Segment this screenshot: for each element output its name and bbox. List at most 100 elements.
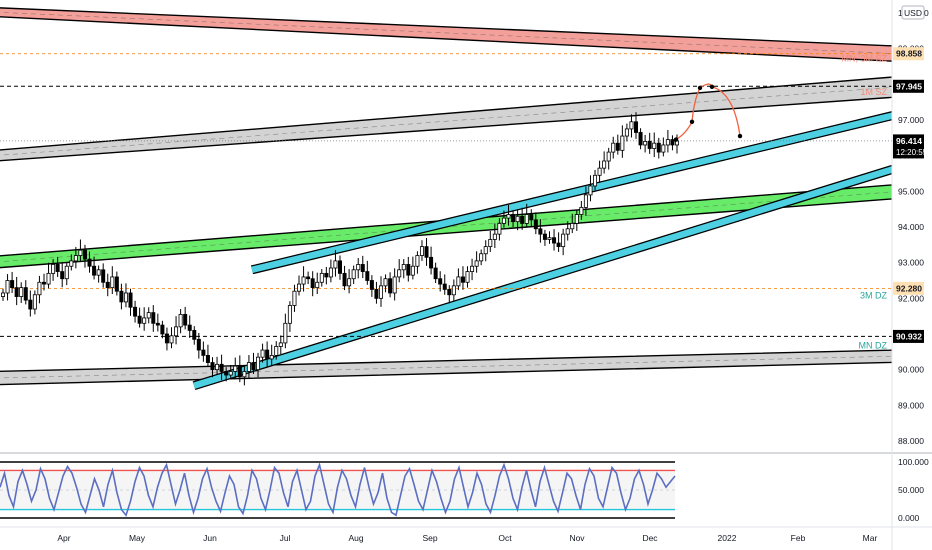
candle-body — [178, 313, 183, 328]
candle-body — [533, 219, 538, 230]
candle-body — [538, 228, 543, 235]
candle-body — [46, 272, 51, 285]
candle-body — [237, 365, 242, 378]
candle-body — [205, 354, 210, 363]
candle-body — [174, 326, 179, 337]
zone-label: MN, 3M SZ — [841, 54, 887, 64]
upper-cyan-trendline — [251, 112, 892, 273]
candle-body — [183, 313, 188, 326]
candle-body — [87, 258, 92, 267]
level-pill-value: 96.414 — [896, 136, 922, 146]
candle-body — [397, 269, 402, 278]
projection-point — [689, 119, 695, 124]
candle-body — [256, 356, 261, 371]
candle-body — [342, 272, 347, 287]
candle-body — [187, 324, 192, 331]
candle-body — [192, 330, 197, 340]
candle-body — [324, 272, 329, 278]
red-supply-zone-midline — [0, 12, 892, 54]
candle-body — [456, 276, 461, 287]
candle-body — [133, 306, 138, 317]
level-pill-value: 92.280 — [896, 283, 922, 293]
candle-body — [606, 151, 611, 162]
candle-body — [479, 253, 484, 262]
candle-body — [287, 305, 292, 324]
price-tick-label: 95.000 — [898, 186, 924, 196]
candle-body — [615, 142, 620, 151]
candle-body — [110, 276, 115, 289]
candle-body — [360, 264, 365, 272]
level-pill — [893, 79, 924, 93]
price-axis[interactable]: 100.00099.00098.00097.00096.00095.00094.… — [898, 8, 929, 446]
candle-body — [488, 239, 493, 248]
candle-body — [465, 271, 470, 283]
candle-body — [442, 283, 447, 290]
candle-body — [328, 267, 333, 278]
candle-body — [105, 281, 110, 289]
candle-body — [392, 276, 397, 294]
candle-body — [219, 363, 224, 372]
candle-body — [128, 292, 133, 308]
candle-body — [64, 265, 69, 280]
candle-body — [146, 312, 151, 319]
candle-body — [520, 215, 525, 224]
candle-body — [315, 281, 320, 289]
candle-body — [565, 228, 570, 235]
projection-point — [737, 133, 743, 139]
candle-body — [319, 272, 324, 283]
candle-body — [665, 139, 670, 146]
candle-body — [583, 194, 588, 208]
candle-body — [28, 299, 33, 310]
candle-body — [10, 280, 15, 289]
level-labels: 98.858 97.945 96.414 12:20:55 92.280 90.932 — [893, 47, 928, 343]
candle-body — [638, 132, 643, 146]
upper-gray-channel-midline — [0, 86, 892, 156]
oscillator-tick-label: 100.000 — [898, 457, 929, 467]
candle-body — [611, 142, 616, 153]
candle-body — [661, 144, 666, 153]
candle-body — [602, 160, 607, 169]
candle-body — [306, 276, 311, 280]
time-tick-label: 2022 — [718, 533, 737, 543]
oscillator-line — [0, 462, 676, 517]
main-plot-area[interactable]: MN, 3M SZ 1M SZ 3M DZ MN DZ — [0, 7, 932, 391]
candle-body — [32, 294, 37, 310]
zone-label: 1M SZ — [860, 87, 887, 97]
candle-body — [511, 214, 516, 223]
candle-body — [55, 264, 60, 272]
price-tick-label: 89.000 — [898, 400, 924, 410]
candle-body — [556, 242, 561, 248]
candle-body — [552, 237, 557, 244]
candle-body — [278, 342, 283, 347]
time-axis[interactable]: Apr May Jun Jul Aug Sep Oct Nov Dec 2022 Feb Mar — [57, 533, 877, 543]
oscillator-axis[interactable]: 100.000 50.000 0.000 — [898, 457, 929, 523]
candle-body — [251, 362, 256, 371]
price-tick-label: 92.000 — [898, 293, 924, 303]
projection-point — [697, 85, 703, 91]
candle-body — [529, 214, 534, 221]
candle-body — [265, 349, 270, 360]
candle-body — [224, 371, 229, 376]
level-pill-countdown: 12:20:55 — [896, 148, 928, 157]
candle-body — [246, 362, 251, 372]
oscillator-pane[interactable] — [0, 461, 676, 519]
candle-body — [597, 167, 602, 176]
candle-body — [69, 260, 74, 267]
candle-body — [82, 249, 87, 260]
candle-body — [369, 280, 374, 290]
candle-body — [643, 140, 648, 146]
price-tick-label: 90.000 — [898, 365, 924, 375]
candle-body — [451, 285, 456, 296]
candle-body — [483, 246, 488, 255]
candle-body — [233, 365, 238, 372]
candle-body — [137, 315, 142, 324]
time-tick-label: Mar — [863, 533, 878, 543]
lower-cyan-trendline — [193, 166, 892, 389]
candle-body — [78, 249, 83, 256]
candle-body — [406, 264, 411, 276]
candle-body — [356, 264, 361, 271]
candle-body — [0, 292, 6, 297]
level-pill-value: 90.932 — [896, 331, 922, 341]
currency-badge[interactable]: USD — [901, 5, 925, 20]
